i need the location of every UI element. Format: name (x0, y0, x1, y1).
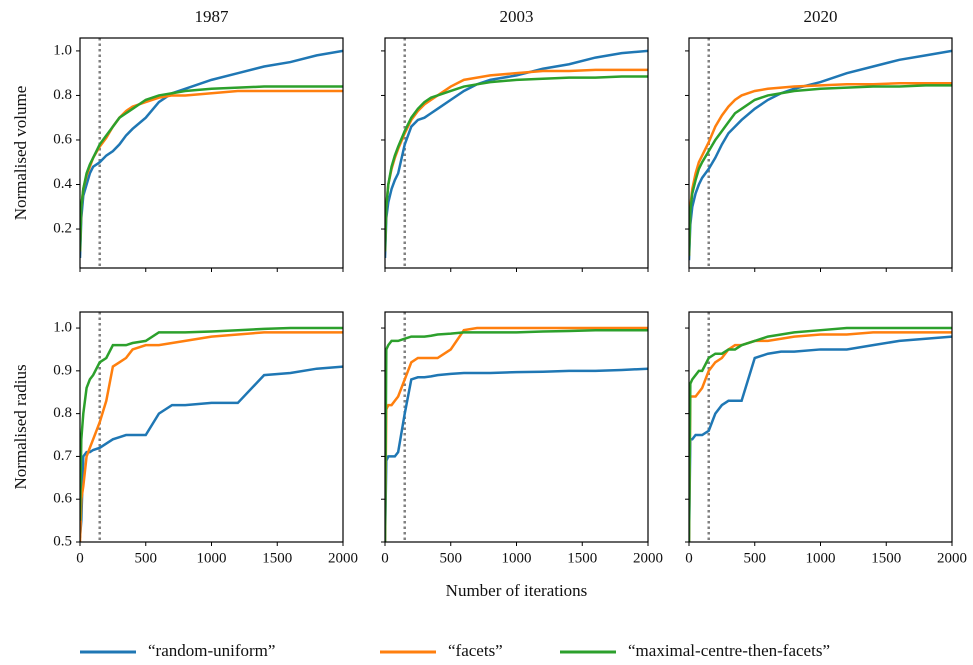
series-line (385, 49, 648, 259)
plot-frame (79, 37, 344, 269)
series-line (80, 365, 343, 538)
y-axis-label: Normalised volume (11, 86, 30, 221)
x-tick-label: 500 (440, 550, 463, 566)
series-line (80, 49, 343, 259)
x-tick-label: 1500 (567, 550, 597, 566)
y-tick-label: 0.6 (53, 491, 72, 507)
subplot-title: 1987 (195, 7, 230, 26)
series-line (689, 81, 952, 256)
x-tick-label: 2000 (328, 550, 358, 566)
series-line (385, 367, 648, 542)
x-tick-label: 0 (76, 550, 84, 566)
series-line (385, 75, 648, 252)
y-tick-label: 0.6 (53, 131, 72, 147)
series-line (689, 335, 952, 542)
y-tick-label: 1.0 (53, 42, 72, 58)
x-tick-label: 2000 (937, 550, 967, 566)
series-line (385, 328, 648, 542)
plot-frame (384, 37, 649, 269)
y-tick-label: 0.2 (53, 220, 72, 236)
series-line (689, 326, 952, 542)
y-tick-label: 0.4 (53, 176, 72, 192)
x-tick-label: 1000 (502, 550, 532, 566)
plot-frame (688, 37, 953, 269)
x-tick-label: 1500 (262, 550, 292, 566)
series-line (80, 326, 343, 521)
subplot-title: 2020 (804, 7, 838, 26)
legend-label: “random-uniform” (148, 641, 275, 660)
legend-label: “maximal-centre-then-facets” (628, 641, 830, 660)
y-tick-label: 0.7 (53, 448, 72, 464)
x-tick-label: 0 (685, 550, 693, 566)
y-axis-label: Normalised radius (11, 364, 30, 489)
plot-frame (384, 311, 649, 543)
x-tick-label: 1000 (197, 550, 227, 566)
y-tick-label: 1.0 (53, 319, 72, 335)
plot-frame (688, 311, 953, 543)
y-tick-label: 0.9 (53, 362, 72, 378)
y-tick-label: 0.8 (53, 87, 72, 103)
x-tick-label: 500 (744, 550, 767, 566)
y-tick-label: 0.8 (53, 405, 72, 421)
series-line (385, 68, 648, 252)
series-line (385, 326, 648, 542)
series-line (689, 331, 952, 542)
x-tick-label: 1000 (806, 550, 836, 566)
x-tick-label: 0 (381, 550, 389, 566)
x-tick-label: 2000 (633, 550, 663, 566)
x-tick-label: 1500 (871, 550, 901, 566)
series-line (689, 49, 952, 261)
series-line (80, 85, 343, 252)
y-tick-label: 0.5 (53, 533, 72, 549)
subplot-title: 2003 (500, 7, 534, 26)
legend-label: “facets” (448, 641, 503, 660)
series-line (80, 331, 343, 542)
x-axis-label: Number of iterations (446, 581, 588, 600)
plot-frame (79, 311, 344, 543)
x-tick-label: 500 (135, 550, 158, 566)
series-line (80, 89, 343, 252)
series-line (689, 84, 952, 256)
